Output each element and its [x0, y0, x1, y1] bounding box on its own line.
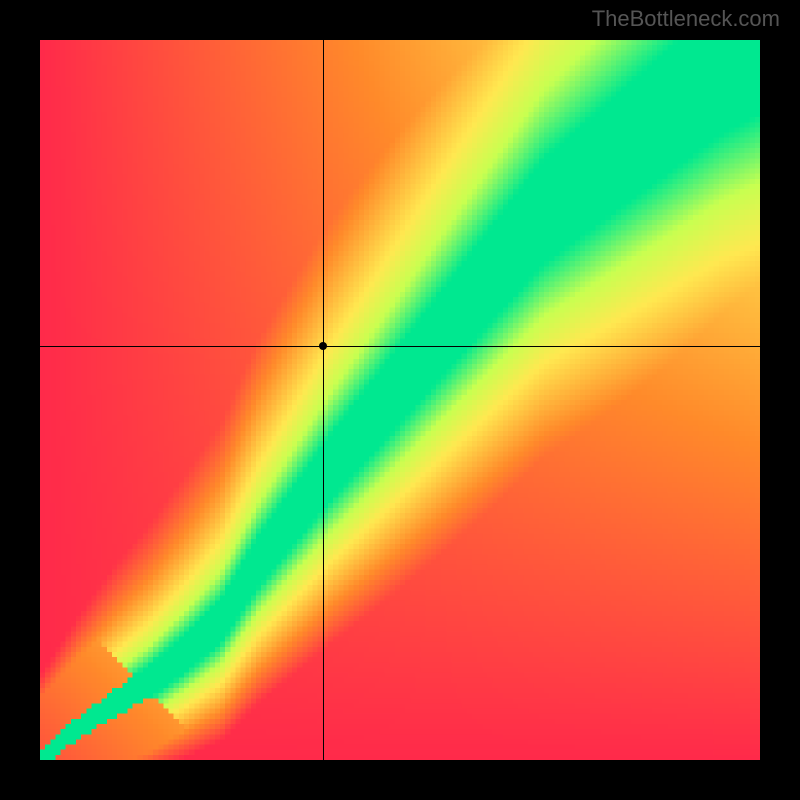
crosshair-vertical — [323, 40, 324, 760]
heatmap-canvas — [40, 40, 760, 760]
crosshair-horizontal — [40, 346, 760, 347]
watermark-text: TheBottleneck.com — [592, 6, 780, 32]
marker-dot — [319, 342, 327, 350]
plot-area — [40, 40, 760, 760]
